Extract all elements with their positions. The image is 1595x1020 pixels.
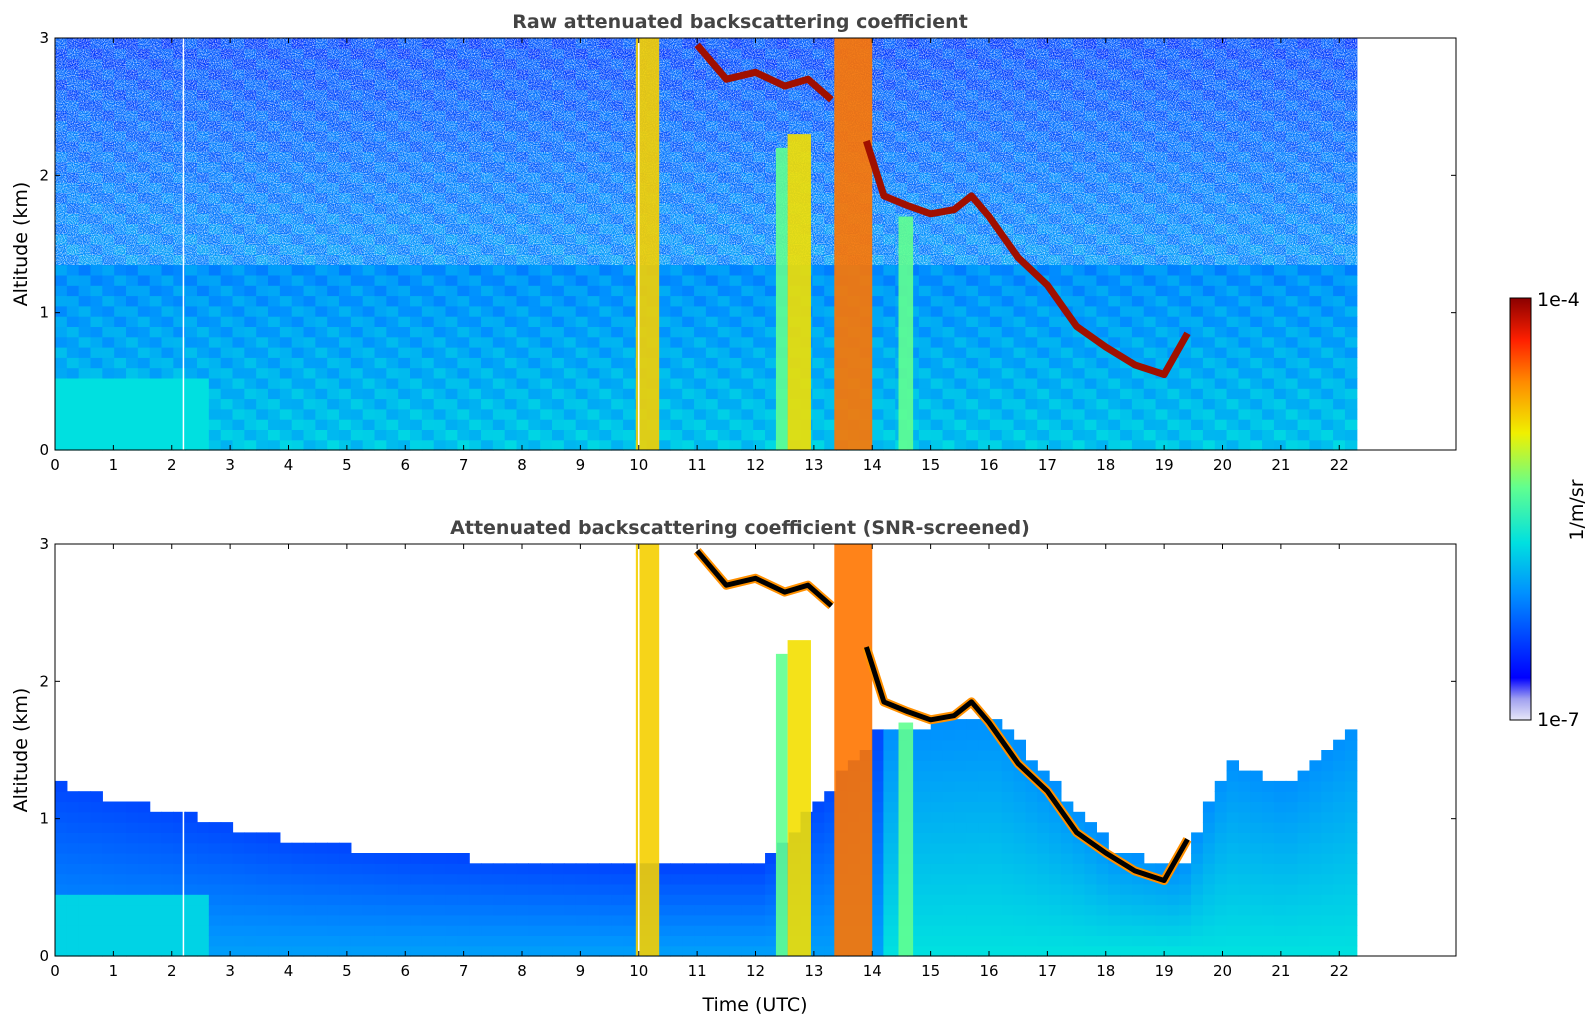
- x-tick-label: 1: [109, 962, 119, 980]
- x-tick-label: 4: [284, 456, 294, 474]
- x-tick-label: 7: [459, 456, 469, 474]
- panel-raw-title: Raw attenuated backscattering coefficien…: [512, 11, 968, 33]
- x-tick-label: 0: [50, 962, 60, 980]
- panel-raw-x-ticks: 0 1 2 3 4 5 6 7 8 9 10 11 12 13 14 15 16 17 18 19 20 21 22: [50, 38, 1349, 474]
- panel-screened-heatmap: [55, 544, 1358, 957]
- x-tick-label: 10: [629, 962, 648, 980]
- panel-screened-xlabel: Time (UTC): [701, 994, 807, 1016]
- panel-screened-y-ticks: 0 1 2 3: [39, 535, 1456, 965]
- x-tick-label: 17: [1038, 456, 1057, 474]
- x-tick-label: 21: [1271, 962, 1290, 980]
- panel-raw-ylabel: Altitude (km): [10, 182, 32, 307]
- x-tick-label: 6: [400, 962, 410, 980]
- panel-raw: Raw attenuated backscattering coefficien…: [10, 11, 1457, 474]
- x-tick-label: 0: [50, 456, 60, 474]
- y-tick-label: 0: [39, 947, 49, 965]
- x-tick-label: 6: [400, 456, 410, 474]
- x-tick-label: 12: [746, 456, 765, 474]
- panel-raw-y-ticks: 0 1 2 3: [39, 29, 1456, 459]
- panel-screened: Attenuated backscattering coefficient (S…: [10, 517, 1457, 1016]
- x-tick-label: 9: [576, 456, 586, 474]
- x-tick-label: 21: [1271, 456, 1290, 474]
- x-tick-label: 10: [629, 456, 648, 474]
- y-tick-label: 1: [39, 304, 49, 322]
- x-tick-label: 11: [688, 456, 707, 474]
- colorbar-unit-label: 1/m/sr: [1566, 479, 1588, 540]
- panel-screened-ylabel: Altitude (km): [10, 688, 32, 813]
- x-tick-label: 14: [863, 962, 882, 980]
- colorbar-gradient: [1509, 297, 1532, 721]
- x-tick-label: 16: [979, 456, 998, 474]
- x-tick-label: 11: [688, 962, 707, 980]
- panel-raw-heatmap: [55, 38, 1358, 451]
- x-tick-label: 13: [804, 456, 823, 474]
- x-tick-label: 12: [746, 962, 765, 980]
- y-tick-label: 3: [39, 29, 49, 47]
- x-tick-label: 5: [342, 456, 352, 474]
- x-tick-label: 15: [921, 456, 940, 474]
- y-tick-label: 2: [39, 166, 49, 184]
- x-tick-label: 20: [1213, 456, 1232, 474]
- x-tick-label: 8: [517, 456, 527, 474]
- x-tick-label: 14: [863, 456, 882, 474]
- x-tick-label: 4: [284, 962, 294, 980]
- y-tick-label: 3: [39, 535, 49, 553]
- y-tick-label: 2: [39, 672, 49, 690]
- panel-screened-x-ticks: 0 1 2 3 4 5 6 7 8 9 10 11 12 13 14 15 16 17 18 19 20 21 22: [50, 544, 1349, 980]
- x-tick-label: 2: [167, 962, 177, 980]
- colorbar-max-label: 1e-4: [1537, 289, 1580, 311]
- x-tick-label: 16: [979, 962, 998, 980]
- x-tick-label: 17: [1038, 962, 1057, 980]
- x-tick-label: 20: [1213, 962, 1232, 980]
- x-tick-label: 18: [1096, 962, 1115, 980]
- x-tick-label: 22: [1330, 962, 1349, 980]
- x-tick-label: 9: [576, 962, 586, 980]
- panel-screened-title: Attenuated backscattering coefficient (S…: [450, 517, 1030, 539]
- y-tick-label: 0: [39, 441, 49, 459]
- x-tick-label: 15: [921, 962, 940, 980]
- x-tick-label: 3: [225, 456, 235, 474]
- colorbar: 1e-4 1e-7 1/m/sr: [1509, 289, 1588, 731]
- x-tick-label: 22: [1330, 456, 1349, 474]
- x-tick-label: 7: [459, 962, 469, 980]
- colorbar-min-label: 1e-7: [1537, 709, 1580, 731]
- x-tick-label: 19: [1155, 456, 1174, 474]
- x-tick-label: 5: [342, 962, 352, 980]
- x-tick-label: 8: [517, 962, 527, 980]
- x-tick-label: 3: [225, 962, 235, 980]
- y-tick-label: 1: [39, 810, 49, 828]
- x-tick-label: 18: [1096, 456, 1115, 474]
- x-tick-label: 1: [109, 456, 119, 474]
- x-tick-label: 19: [1155, 962, 1174, 980]
- x-tick-label: 2: [167, 456, 177, 474]
- x-tick-label: 13: [804, 962, 823, 980]
